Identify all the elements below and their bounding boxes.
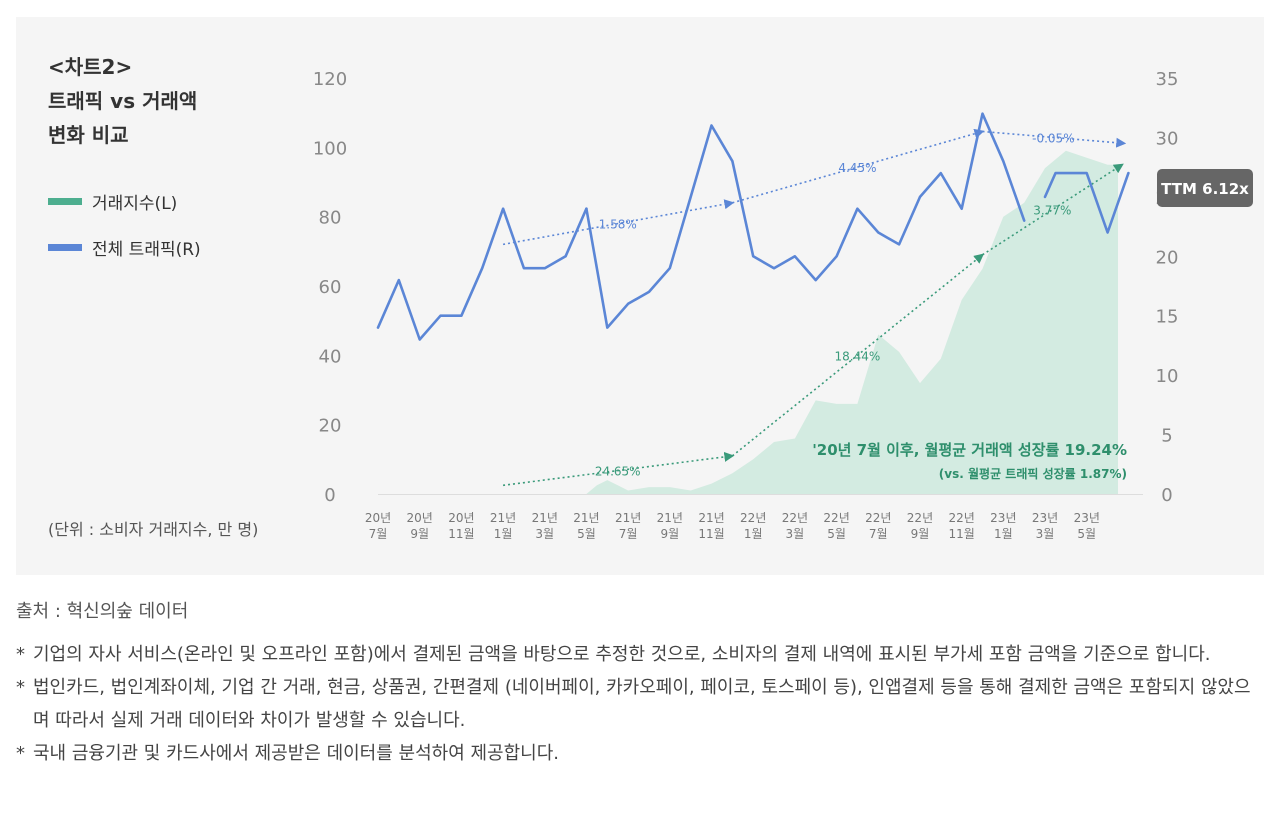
x-tick-label-year: 23년: [1074, 511, 1100, 525]
legend-item-traffic: 전체 트래픽(R): [48, 224, 201, 270]
trend-label: 24.65%: [595, 465, 641, 479]
right-axis-tick-label: 20: [1156, 247, 1179, 268]
x-tick-label-year: 22년: [907, 511, 933, 525]
trend-label: -0.05%: [1032, 131, 1074, 145]
right-axis-tick-label: 10: [1156, 366, 1179, 387]
footnote-1: * 기업의 자사 서비스(온라인 및 오프라인 포함)에서 결제된 금액을 바탕으…: [16, 638, 1266, 671]
x-tick-label-year: 20년: [365, 511, 391, 525]
chart-title-line-3: 변화 비교: [48, 123, 129, 147]
legend-swatch-traffic: [48, 243, 82, 251]
x-tick-label-year: 22년: [782, 511, 808, 525]
x-tick-label-month: 5월: [1077, 527, 1096, 541]
traffic-line: [585, 112, 1026, 329]
trend-label: 3.77%: [1033, 204, 1071, 218]
x-tick-label-year: 22년: [948, 511, 974, 525]
legend-label-traffic: 전체 트래픽(R): [92, 239, 201, 260]
x-tick-label-month: 7월: [369, 527, 388, 541]
left-axis-tick-label: 40: [319, 346, 342, 367]
x-tick-label-month: 5월: [827, 527, 846, 541]
trend-label: 1.58%: [599, 218, 637, 232]
x-tick-label-month: 3월: [535, 527, 554, 541]
footnote-2: * 법인카드, 법인계좌이체, 기업 간 거래, 현금, 상품권, 간편결제 (네…: [16, 671, 1266, 737]
x-tick-label-year: 22년: [865, 511, 891, 525]
left-axis-tick-label: 100: [313, 138, 347, 159]
trend-arrow: [982, 130, 1127, 148]
x-tick-label-year: 21년: [698, 511, 724, 525]
right-axis-tick-label: 0: [1161, 485, 1172, 506]
x-tick-label-month: 9월: [911, 527, 930, 541]
legend-swatch-transaction: [48, 197, 82, 205]
left-axis-tick-label: 80: [319, 208, 342, 229]
x-tick-label-year: 21년: [532, 511, 558, 525]
chart-title: <차트2> 트래픽 vs 거래액 변화 비교: [48, 50, 197, 152]
footnote-text-2: 법인카드, 법인계좌이체, 기업 간 거래, 현금, 상품권, 간편결제 (네이…: [33, 677, 1251, 731]
chart-title-line-1: <차트2>: [48, 55, 133, 79]
chart-legend: 거래지수(L) 전체 트래픽(R): [48, 178, 201, 270]
right-axis-tick-label: 5: [1161, 426, 1172, 447]
right-axis-tick-label: 35: [1156, 69, 1179, 90]
trend-arrow: [732, 128, 985, 204]
trend-arrow: [502, 199, 735, 246]
source-text: 출처 : 혁신의숲 데이터: [16, 601, 189, 622]
chart-title-line-2: 트래픽 vs 거래액: [48, 89, 198, 113]
x-tick-label-year: 23년: [1032, 511, 1058, 525]
x-tick-label-year: 22년: [823, 511, 849, 525]
x-tick-label-month: 9월: [660, 527, 679, 541]
x-tick-label-month: 11월: [698, 527, 724, 541]
x-tick-label-month: 11월: [448, 527, 474, 541]
chart-svg: 0204060801001200510152025303520년7월20년9월2…: [313, 69, 1253, 541]
left-axis-tick-label: 60: [319, 277, 342, 298]
x-tick-label-year: 20년: [448, 511, 474, 525]
x-tick-label-month: 1월: [994, 527, 1013, 541]
legend-label-transaction: 거래지수(L): [92, 193, 178, 214]
right-axis-tick-label: 15: [1156, 307, 1179, 328]
x-tick-label-month: 11월: [948, 527, 974, 541]
right-axis-tick-label: 30: [1156, 128, 1179, 149]
x-tick-label-year: 20년: [407, 511, 433, 525]
transaction-index-area: [586, 150, 1118, 495]
x-tick-label-month: 3월: [1036, 527, 1055, 541]
footnotes: * 기업의 자사 서비스(온라인 및 오프라인 포함)에서 결제된 금액을 바탕으…: [16, 638, 1266, 770]
x-tick-label-month: 5월: [577, 527, 596, 541]
footnote-text-1: 기업의 자사 서비스(온라인 및 오프라인 포함)에서 결제된 금액을 바탕으로…: [33, 644, 1211, 665]
trend-arrow: [731, 253, 985, 457]
ttm-badge-box: [1157, 169, 1253, 207]
x-tick-label-month: 1월: [744, 527, 763, 541]
footnote-3: * 국내 금융기관 및 카드사에서 제공받은 데이터를 분석하여 제공합니다.: [16, 737, 1266, 770]
x-tick-label-year: 21년: [490, 511, 516, 525]
growth-annotation-main: '20년 7월 이후, 월평균 거래액 성장률 19.24%: [812, 441, 1127, 459]
x-tick-label-month: 7월: [869, 527, 888, 541]
left-axis-tick-label: 20: [319, 416, 342, 437]
growth-annotation-sub: (vs. 월평균 트래픽 성장률 1.87%): [939, 466, 1127, 481]
x-tick-label-year: 22년: [740, 511, 766, 525]
x-tick-label-month: 9월: [410, 527, 429, 541]
x-tick-label-year: 23년: [990, 511, 1016, 525]
footnote-text-3: 국내 금융기관 및 카드사에서 제공받은 데이터를 분석하여 제공합니다.: [33, 743, 560, 764]
traffic-line: [1043, 171, 1130, 234]
x-tick-label-year: 21년: [657, 511, 683, 525]
trend-arrow: [502, 451, 735, 487]
trend-label: 18.44%: [835, 349, 881, 363]
trend-label: 4.45%: [838, 161, 876, 175]
x-tick-label-month: 7월: [619, 527, 638, 541]
x-tick-label-month: 1월: [494, 527, 513, 541]
x-tick-label-year: 21년: [573, 511, 599, 525]
left-axis-tick-label: 0: [324, 485, 335, 506]
ttm-badge-label: TTM 6.12x: [1161, 180, 1249, 198]
traffic-line: [376, 207, 588, 341]
left-axis-tick-label: 120: [313, 69, 347, 90]
x-tick-label-year: 21년: [615, 511, 641, 525]
x-tick-label-month: 3월: [786, 527, 805, 541]
unit-note: (단위 : 소비자 거래지수, 만 명): [48, 520, 259, 539]
legend-item-transaction: 거래지수(L): [48, 178, 201, 224]
